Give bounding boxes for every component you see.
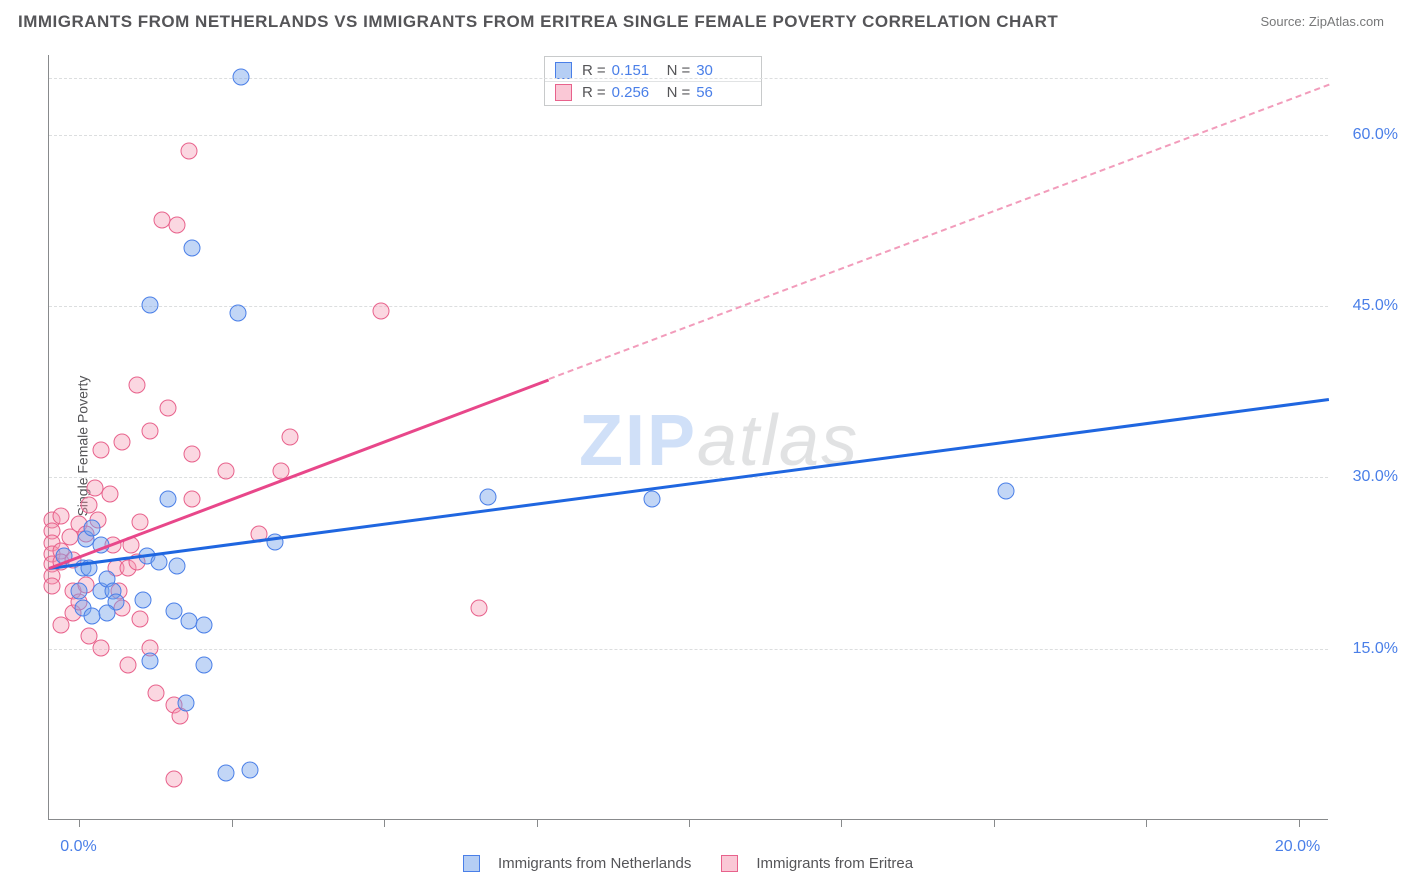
legend-eq: = xyxy=(597,62,606,79)
x-tick xyxy=(994,819,995,827)
data-point xyxy=(184,445,201,462)
series-legend: Immigrants from Netherlands Immigrants f… xyxy=(48,855,1328,872)
trend-line xyxy=(48,378,549,569)
x-tick xyxy=(841,819,842,827)
legend-r-label: R xyxy=(582,62,593,79)
data-point xyxy=(229,305,246,322)
data-point xyxy=(44,578,61,595)
gridline xyxy=(49,477,1328,478)
legend-n-value: 30 xyxy=(696,62,751,79)
legend-item: Immigrants from Netherlands xyxy=(463,855,691,872)
legend-row: R = 0.256 N = 56 xyxy=(545,81,761,103)
x-tick xyxy=(79,819,80,827)
data-point xyxy=(181,613,198,630)
y-tick-label: 45.0% xyxy=(1338,297,1398,315)
data-point xyxy=(184,491,201,508)
legend-r-label: R xyxy=(582,84,593,101)
data-point xyxy=(101,485,118,502)
data-point xyxy=(196,616,213,633)
y-tick-label: 15.0% xyxy=(1338,640,1398,658)
x-tick xyxy=(384,819,385,827)
legend-series-label: Immigrants from Netherlands xyxy=(498,855,691,872)
source-attribution: Source: ZipAtlas.com xyxy=(1260,14,1384,29)
data-point xyxy=(373,302,390,319)
x-tick-label: 0.0% xyxy=(60,838,96,856)
legend-eq: = xyxy=(681,84,690,101)
data-point xyxy=(120,656,137,673)
gridline xyxy=(49,649,1328,650)
data-point xyxy=(80,628,97,645)
legend-series-label: Immigrants from Eritrea xyxy=(756,855,913,872)
legend-r-value: 0.256 xyxy=(612,84,667,101)
swatch-netherlands-icon xyxy=(463,855,480,872)
data-point xyxy=(83,519,100,536)
data-point xyxy=(644,491,661,508)
data-point xyxy=(129,377,146,394)
data-point xyxy=(114,434,131,451)
chart-title: IMMIGRANTS FROM NETHERLANDS VS IMMIGRANT… xyxy=(18,12,1058,32)
legend-n-label: N xyxy=(667,62,678,79)
gridline xyxy=(49,135,1328,136)
data-point xyxy=(159,491,176,508)
swatch-eritrea-icon xyxy=(721,855,738,872)
legend-r-value: 0.151 xyxy=(612,62,667,79)
x-tick xyxy=(537,819,538,827)
data-point xyxy=(178,694,195,711)
x-tick xyxy=(689,819,690,827)
data-point xyxy=(169,217,186,234)
data-point xyxy=(217,765,234,782)
data-point xyxy=(153,211,170,228)
data-point xyxy=(141,653,158,670)
y-tick-label: 30.0% xyxy=(1338,468,1398,486)
x-tick xyxy=(232,819,233,827)
data-point xyxy=(132,611,149,628)
data-point xyxy=(159,399,176,416)
data-point xyxy=(135,591,152,608)
data-point xyxy=(181,143,198,160)
data-point xyxy=(470,599,487,616)
x-tick-label: 20.0% xyxy=(1275,838,1320,856)
correlation-legend: R = 0.151 N = 30 R = 0.256 N = 56 xyxy=(544,56,762,106)
legend-item: Immigrants from Eritrea xyxy=(721,855,913,872)
data-point xyxy=(165,771,182,788)
legend-n-value: 56 xyxy=(696,84,751,101)
data-point xyxy=(132,514,149,531)
legend-eq: = xyxy=(681,62,690,79)
data-point xyxy=(165,603,182,620)
data-point xyxy=(233,68,250,85)
data-point xyxy=(281,428,298,445)
data-point xyxy=(169,557,186,574)
trend-line xyxy=(548,84,1329,380)
data-point xyxy=(53,508,70,525)
trend-line xyxy=(49,398,1329,570)
legend-eq: = xyxy=(597,84,606,101)
scatter-plot-area: R = 0.151 N = 30 R = 0.256 N = 56 ZIPatl… xyxy=(48,55,1328,820)
y-tick-label: 60.0% xyxy=(1338,126,1398,144)
legend-n-label: N xyxy=(667,84,678,101)
data-point xyxy=(141,422,158,439)
x-tick xyxy=(1299,819,1300,827)
data-point xyxy=(217,462,234,479)
data-point xyxy=(242,761,259,778)
data-point xyxy=(196,656,213,673)
data-point xyxy=(141,297,158,314)
swatch-netherlands-icon xyxy=(555,62,572,79)
data-point xyxy=(997,483,1014,500)
data-point xyxy=(92,442,109,459)
data-point xyxy=(71,582,88,599)
data-point xyxy=(83,607,100,624)
swatch-eritrea-icon xyxy=(555,84,572,101)
data-point xyxy=(184,240,201,257)
data-point xyxy=(98,605,115,622)
x-tick xyxy=(1146,819,1147,827)
watermark: ZIPatlas xyxy=(579,400,859,482)
data-point xyxy=(147,685,164,702)
data-point xyxy=(479,489,496,506)
